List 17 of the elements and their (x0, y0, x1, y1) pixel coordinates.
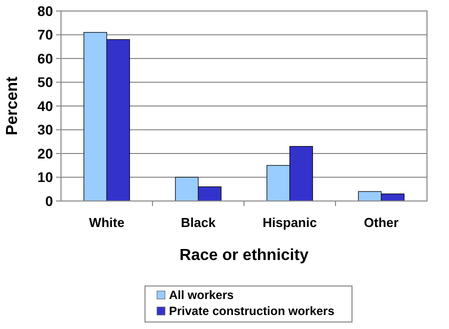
x-tick-label: White (89, 215, 124, 230)
y-tick-label: 70 (37, 26, 54, 43)
x-axis-title: Race or ethnicity (180, 247, 309, 264)
y-tick-label: 20 (37, 145, 54, 162)
x-tick-label: Hispanic (262, 215, 317, 230)
y-tick-label: 50 (37, 74, 54, 90)
y-tick-label: 10 (37, 169, 54, 186)
y-tick-label: 0 (45, 192, 54, 209)
x-tick-label: Black (180, 215, 216, 230)
legend-label: All workers (169, 288, 234, 302)
legend-label: Private construction workers (169, 304, 335, 318)
y-tick-label: 40 (37, 98, 54, 114)
y-axis-title: Percent (4, 76, 21, 136)
y-tick-label: 60 (37, 50, 54, 66)
x-tick-label: Other (364, 215, 399, 230)
y-tick-label: 80 (37, 2, 54, 19)
y-tick-label: 30 (37, 122, 54, 138)
